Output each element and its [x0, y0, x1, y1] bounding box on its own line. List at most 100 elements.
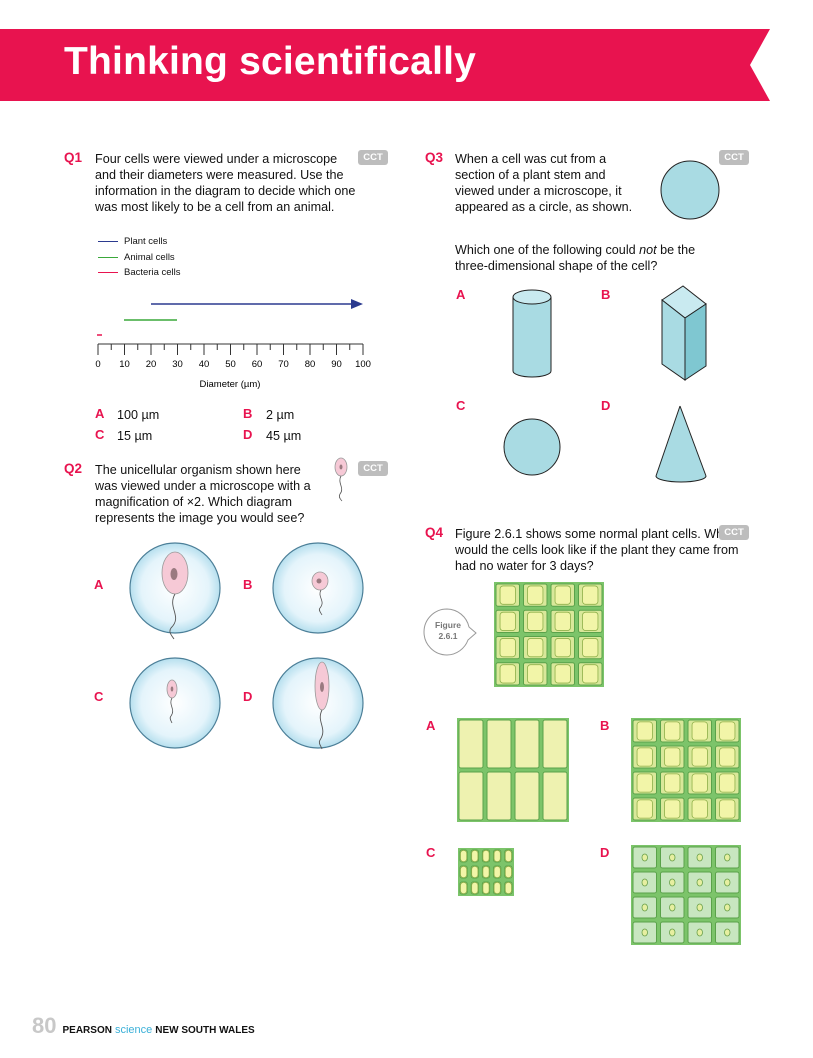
tick-label: 30 [172, 359, 183, 370]
q1-cct-badge: CCT [358, 150, 388, 165]
q2-text: The unicellular organism shown here was … [95, 463, 311, 525]
option-c-cells-small [458, 848, 514, 896]
tick-label: 70 [278, 359, 289, 370]
plant-cell [486, 719, 512, 769]
vacuole [719, 721, 736, 741]
vacuole [582, 638, 599, 658]
tick-label: 90 [331, 359, 342, 370]
cell-content [724, 903, 731, 912]
q1-diameter-diagram: 0 10 20 30 40 50 60 70 80 90 100 Diameter (µm) [95, 299, 371, 390]
sphere-shape [503, 418, 561, 476]
cell-content [669, 903, 676, 912]
cone-shape [655, 405, 707, 483]
q3-option-b[interactable]: B [601, 287, 611, 302]
region-name: NEW SOUTH WALES [155, 1025, 255, 1036]
cell-content [724, 928, 731, 937]
q2-option-c[interactable]: C [94, 689, 104, 704]
vacuole [664, 747, 681, 767]
option-b-cells-normal [631, 718, 741, 822]
vacuole [460, 882, 468, 895]
plant-arrowhead [351, 299, 363, 309]
q1-text: Four cells were viewed under a microscop… [95, 152, 356, 214]
q1-option-d-letter[interactable]: D [243, 427, 253, 442]
plant-cell [458, 719, 484, 769]
q3-option-a[interactable]: A [456, 287, 466, 302]
vacuole [664, 721, 681, 741]
vacuole [471, 850, 479, 862]
q1-option-a-text: 100 µm [117, 408, 160, 422]
cell-content [724, 878, 731, 887]
q3-option-c[interactable]: C [456, 398, 466, 413]
page-footer: 80 PEARSON science NEW SOUTH WALES [32, 1013, 255, 1039]
view-d-circle [272, 657, 364, 750]
q1-number: Q1 [64, 150, 83, 165]
title-banner [0, 29, 813, 101]
vacuole [691, 773, 708, 793]
vacuole [554, 638, 571, 658]
tick-label: 60 [252, 359, 263, 370]
cell-content [696, 903, 703, 912]
vacuole [527, 664, 544, 684]
rectangular-prism-shape [661, 285, 707, 381]
vacuole [504, 850, 512, 862]
vacuole [527, 611, 544, 631]
vacuole [554, 664, 571, 684]
legend-plant: Plant cells [98, 234, 181, 250]
q2-option-a[interactable]: A [94, 577, 104, 592]
axis-ticks: 0 10 20 30 40 50 60 70 80 90 100 [95, 344, 371, 370]
tick-label: 100 [355, 359, 371, 370]
q4-option-a[interactable]: A [426, 718, 436, 733]
figure-normal-cells [494, 582, 604, 687]
vacuole [636, 799, 653, 819]
q3-number: Q3 [425, 150, 444, 165]
tick-label: 40 [199, 359, 210, 370]
figure-number: 2.6.1 [439, 631, 458, 641]
plant-cell [542, 771, 568, 821]
vacuole [527, 585, 544, 605]
option-a-cells-swollen [457, 718, 569, 822]
vacuole [482, 865, 490, 878]
page-title: Thinking scientifically [64, 40, 477, 83]
vacuole [493, 850, 501, 862]
q2-option-d[interactable]: D [243, 689, 253, 704]
vacuole [482, 882, 490, 895]
vacuole [499, 585, 516, 605]
q3-option-d[interactable]: D [601, 398, 611, 413]
q2-cct-badge: CCT [358, 461, 388, 476]
q4-option-b[interactable]: B [600, 718, 610, 733]
q1-option-b-text: 2 µm [266, 408, 295, 422]
cell-content [669, 928, 676, 937]
view-a-circle [129, 542, 221, 640]
vacuole [499, 638, 516, 658]
figure-label: Figure [435, 620, 461, 630]
vacuole [636, 721, 653, 741]
vacuole [636, 773, 653, 793]
banner-shape [0, 29, 770, 101]
q4-text: Figure 2.6.1 shows some normal plant cel… [455, 527, 739, 573]
q4-option-d[interactable]: D [600, 845, 610, 860]
plant-cell [542, 719, 568, 769]
cell-content [696, 853, 703, 862]
vacuole [636, 747, 653, 767]
q1-option-b-letter[interactable]: B [243, 406, 253, 421]
figure-callout: Figure 2.6.1 [423, 608, 477, 656]
q4-number: Q4 [425, 525, 444, 540]
q3-question: Which one of the following could not be … [455, 243, 696, 273]
q4-option-c[interactable]: C [426, 845, 436, 860]
plant-cell [514, 771, 540, 821]
q4-cct-badge: CCT [719, 525, 749, 540]
q2-option-b[interactable]: B [243, 577, 253, 592]
cell-content [696, 878, 703, 887]
vacuole [691, 721, 708, 741]
vacuole [527, 638, 544, 658]
q1-option-d-text: 45 µm [266, 429, 302, 443]
vacuole [460, 865, 468, 878]
q1-option-c-letter[interactable]: C [95, 427, 105, 442]
vacuole [493, 882, 501, 895]
vacuole [460, 850, 468, 862]
vacuole [691, 799, 708, 819]
tick-label: 50 [225, 359, 236, 370]
cell-content [724, 853, 731, 862]
vacuole [471, 882, 479, 895]
q1-option-a-letter[interactable]: A [95, 406, 105, 421]
